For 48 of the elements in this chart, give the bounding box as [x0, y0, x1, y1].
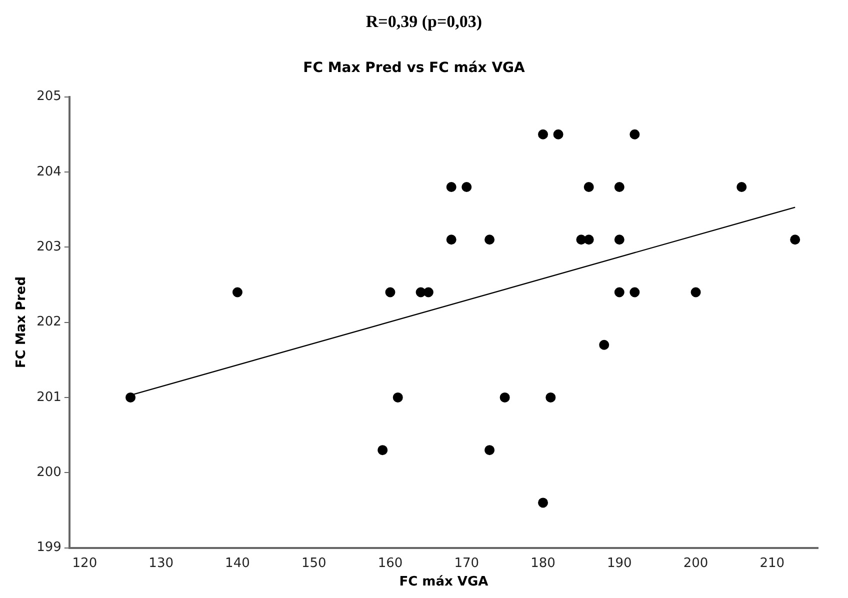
- point: [126, 392, 136, 402]
- x-tick-label: 210: [760, 556, 785, 571]
- x-tick-label: 160: [378, 556, 403, 571]
- x-tick-label: 170: [454, 556, 480, 571]
- point: [614, 234, 624, 245]
- point: [553, 129, 564, 140]
- y-tick-label: 199: [36, 540, 62, 556]
- point: [423, 287, 434, 298]
- point: [584, 234, 594, 245]
- y-tick-label: 205: [36, 89, 62, 104]
- point: [446, 234, 456, 245]
- point: [378, 445, 388, 456]
- point: [630, 287, 640, 298]
- y-tick-label: 201: [36, 390, 62, 405]
- point: [736, 182, 747, 192]
- point: [500, 392, 510, 402]
- point: [446, 182, 456, 192]
- point: [385, 287, 396, 298]
- point: [614, 182, 624, 192]
- y-tick-label: 200: [36, 465, 62, 480]
- point: [484, 445, 495, 456]
- x-tick-label: 150: [301, 556, 326, 571]
- chart-title: FC Max Pred vs FC máx VGA: [303, 60, 526, 76]
- x-tick-label: 200: [683, 556, 708, 571]
- point: [538, 498, 548, 508]
- point: [462, 182, 472, 192]
- x-tick-label: 180: [530, 556, 556, 571]
- point: [546, 392, 556, 402]
- point: [392, 392, 403, 402]
- x-tick-label: 120: [72, 556, 98, 571]
- y-axis-title: FC Max Pred: [14, 276, 30, 368]
- text: R=0,39 (p=0,03): [364, 12, 484, 33]
- point: [630, 129, 640, 140]
- point: [614, 287, 624, 298]
- x-axis-title: FC máx VGA: [399, 574, 488, 590]
- y-tick-label: 202: [36, 314, 62, 330]
- y-tick-label: 204: [36, 164, 62, 180]
- point: [232, 287, 242, 298]
- x-tick-label: 190: [606, 556, 632, 571]
- point: [790, 234, 800, 245]
- point: [599, 340, 610, 350]
- x-tick-label: 130: [148, 556, 174, 571]
- point: [484, 234, 495, 245]
- point: [538, 129, 548, 140]
- point: [690, 287, 701, 298]
- y-tick-label: 203: [36, 240, 62, 255]
- x-tick-label: 140: [225, 556, 250, 571]
- point: [584, 182, 594, 192]
